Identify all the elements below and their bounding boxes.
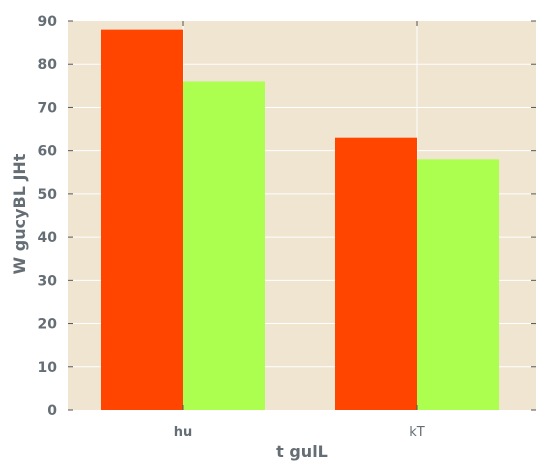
y-tick-label: 0 — [47, 403, 57, 419]
bars — [101, 29, 499, 411]
y-tick-label: 60 — [38, 144, 58, 160]
y-tick-label: 50 — [38, 187, 58, 203]
y-tick-label: 90 — [38, 14, 58, 30]
x-axis-label: t gulL — [276, 442, 328, 461]
x-axis: hu kT — [174, 21, 425, 440]
y-tick-label: 70 — [38, 100, 58, 116]
bar-kT-series-2 — [417, 159, 499, 410]
y-tick-label: 20 — [38, 317, 58, 333]
bar-hu-series-1 — [101, 29, 183, 411]
x-tick-label: hu — [174, 425, 193, 440]
y-axis-label: W gucyBL JHt — [10, 153, 29, 274]
bar-kT-series-1 — [335, 137, 417, 410]
y-tick-label: 40 — [38, 230, 58, 246]
bar-hu-series-2 — [183, 81, 265, 410]
y-axis: 0 10 20 30 40 50 60 70 80 90 — [38, 14, 536, 419]
y-tick-label: 30 — [38, 273, 58, 289]
y-tick-label: 10 — [38, 360, 58, 376]
x-tick-label: kT — [409, 425, 425, 440]
y-tick-label: 80 — [38, 57, 58, 73]
